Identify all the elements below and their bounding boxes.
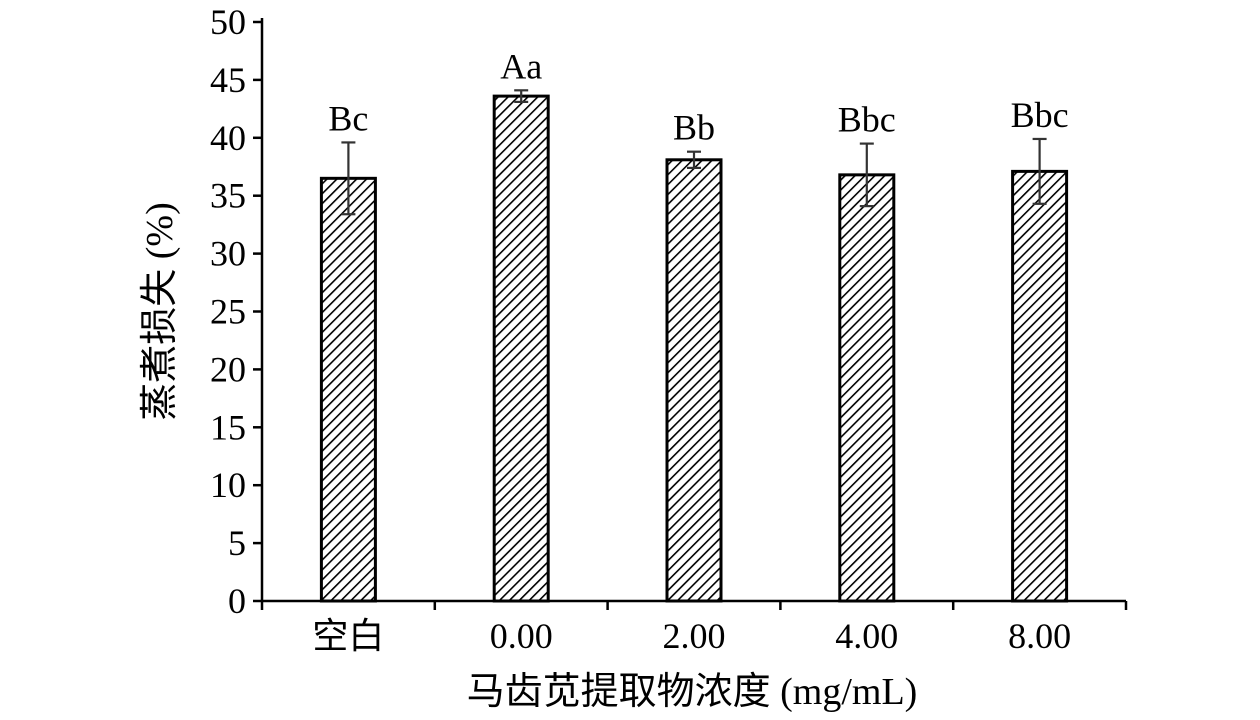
significance-label: Aa <box>500 46 542 86</box>
y-tick-label: 0 <box>228 581 246 621</box>
y-axis-title: 蒸煮损失 (%) <box>139 202 181 420</box>
bar <box>319 176 377 603</box>
bar <box>1011 169 1069 603</box>
significance-label: Bbc <box>838 100 896 140</box>
x-category-label: 空白 <box>312 616 384 656</box>
axes-layer <box>253 18 1128 610</box>
y-tick-label: 5 <box>228 523 246 563</box>
x-category-label: 8.00 <box>1008 616 1071 656</box>
y-tick-label: 40 <box>210 118 246 158</box>
y-tick-label: 25 <box>210 292 246 332</box>
y-tick-label: 20 <box>210 349 246 389</box>
bars-layer <box>319 89 1069 603</box>
bar <box>492 94 550 603</box>
y-tick-label: 45 <box>210 60 246 100</box>
y-tick-label: 35 <box>210 176 246 216</box>
x-axis-title: 马齿苋提取物浓度 (mg/mL) <box>467 671 918 713</box>
x-category-label: 2.00 <box>663 616 726 656</box>
significance-label: Bb <box>673 108 715 148</box>
significance-label: Bc <box>328 98 368 138</box>
significance-label: Bbc <box>1011 95 1069 135</box>
y-tick-label: 30 <box>210 234 246 274</box>
x-category-label: 0.00 <box>490 616 553 656</box>
x-category-label: 4.00 <box>835 616 898 656</box>
bar <box>665 158 723 603</box>
y-tick-label: 10 <box>210 465 246 505</box>
y-tick-label: 50 <box>210 2 246 42</box>
y-tick-label: 15 <box>210 407 246 447</box>
labels-layer: 0 5 10 15 20 25 30 35 40 45 50 Bc 空白 Aa 0.00 Bb 2.00 Bbc 4… <box>139 2 1071 713</box>
bar <box>838 173 896 603</box>
